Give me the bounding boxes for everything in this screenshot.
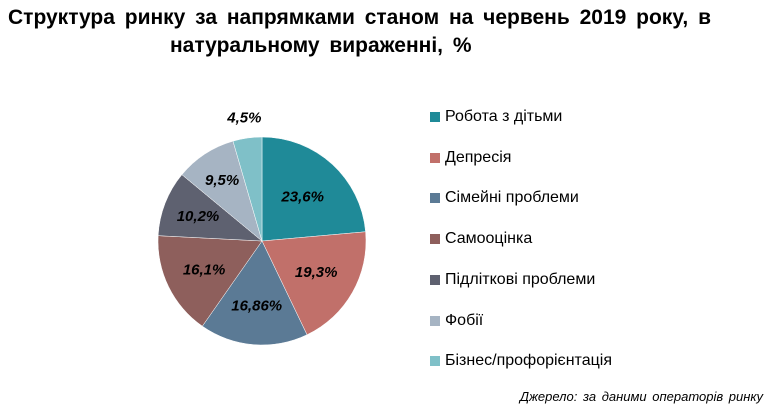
legend-swatch [430, 193, 440, 204]
slice-data-label-1: 23,6% [280, 189, 324, 206]
legend-item: Бізнес/профорієнтація [430, 350, 612, 372]
pie-slice-1 [261, 136, 366, 242]
legend-swatch [430, 152, 440, 163]
legend-label: Сімейні проблеми [445, 189, 579, 207]
pie-slice-2 [261, 231, 367, 336]
legend-item: Сімейні проблеми [430, 187, 579, 209]
slice-data-label-6: 9,5% [205, 172, 239, 189]
legend-label: Підліткові проблеми [445, 270, 596, 288]
legend-swatch [430, 234, 440, 245]
legend-label: Депресія [445, 148, 512, 166]
legend-item: Фобії [430, 310, 483, 332]
chart-title-line-1: Структура ринку за напрямками станом на … [8, 6, 711, 29]
legend-label: Робота з дітьми [445, 108, 563, 125]
legend-item: Самооцінка [430, 228, 532, 250]
legend-item: Робота з дітьми [430, 106, 562, 128]
pie-slice-4 [157, 235, 263, 327]
legend-swatch [430, 356, 440, 367]
legend-item: Підліткові проблеми [430, 269, 595, 291]
chart-title-line-2: натуральному вираженні, % [170, 34, 472, 57]
legend-swatch [430, 315, 440, 326]
source-note: Джерело: за даними операторів ринку [519, 389, 763, 404]
slice-data-label-7: 4,5% [226, 109, 261, 126]
slice-data-label-2: 19,3% [295, 264, 338, 281]
legend-swatch [430, 112, 440, 122]
slice-data-label-4: 16,1% [183, 261, 226, 278]
pie-slice-3 [201, 240, 308, 346]
legend-label: Бізнес/профорієнтація [445, 352, 612, 370]
slice-data-label-3: 16,86% [231, 297, 282, 314]
legend-label: Самооцінка [445, 230, 533, 248]
legend-swatch [430, 274, 440, 285]
pie-slice-7 [232, 136, 263, 242]
legend-label: Фобії [445, 311, 484, 329]
legend-item: Депресія [430, 147, 511, 169]
slice-data-label-5: 10,2% [177, 208, 220, 225]
